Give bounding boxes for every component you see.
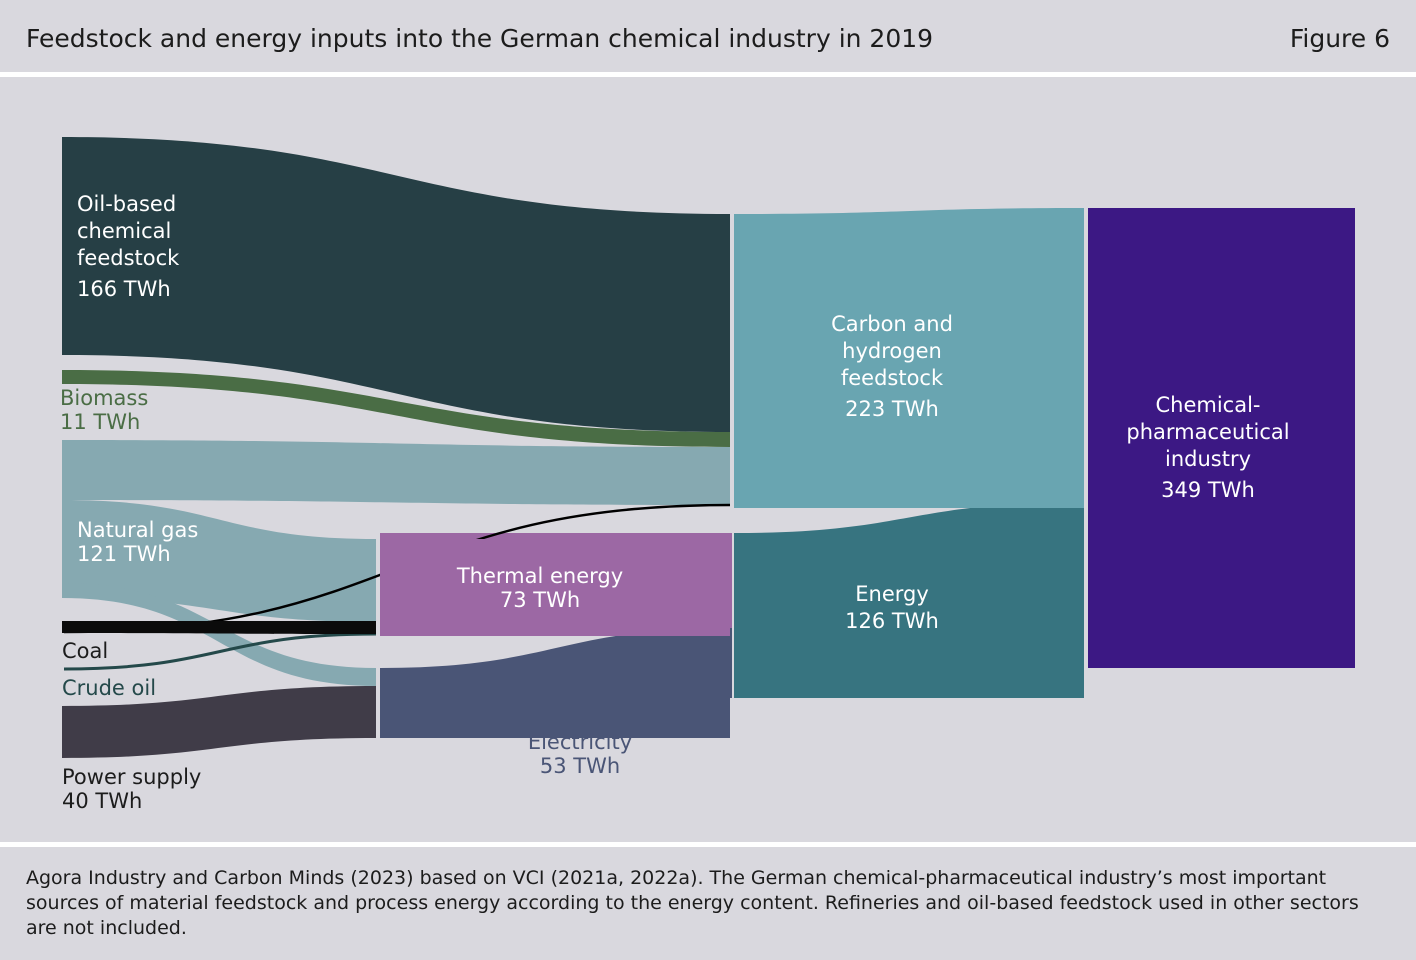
sankey-chart: Oil-based chemical feedstock 166 TWh Biomass… (60, 137, 1355, 813)
node-value-natural-gas: 121 TWh (77, 542, 171, 566)
link-biomass-to-carbon-hydrogen (62, 370, 730, 447)
node-label-carbon-hydrogen-line-2: hydrogen (842, 339, 942, 363)
sankey-chart-area: Oil-based chemical feedstock 166 TWh Biomass… (0, 78, 1416, 842)
node-value-carbon-hydrogen: 223 TWh (845, 397, 939, 421)
node-label-natural-gas: Natural gas (77, 518, 198, 542)
node-bar-thermal (380, 539, 730, 636)
node-value-industry: 349 TWh (1161, 478, 1255, 502)
node-label-thermal: Thermal energy (456, 564, 623, 588)
source-note: Agora Industry and Carbon Minds (2023) b… (26, 867, 1359, 939)
node-value-energy: 126 TWh (845, 609, 939, 633)
chart-title: Feedstock and energy inputs into the Ger… (26, 24, 934, 53)
link-natural-gas-to-thermal (62, 500, 376, 622)
node-value-electricity: 53 TWh (540, 754, 620, 778)
node-label-carbon-hydrogen-line-3: feedstock (841, 366, 944, 390)
node-bar-coal (62, 621, 376, 633)
node-label-crude-oil: Crude oil (62, 676, 156, 700)
node-bar-electricity (380, 668, 730, 738)
node-label-power-supply: Power supply (62, 765, 201, 789)
node-label-oil-line-1: Oil-based (77, 192, 176, 216)
node-label-biomass: Biomass (60, 386, 148, 410)
link-oil-to-carbon-hydrogen (62, 137, 730, 432)
header-divider (0, 72, 1416, 77)
node-label-industry-line-1: Chemical- (1155, 393, 1260, 417)
node-value-biomass: 11 TWh (60, 410, 140, 434)
node-value-thermal: 73 TWh (500, 588, 580, 612)
link-natural-gas-to-electricity (62, 583, 376, 686)
node-label-oil-line-3: feedstock (77, 246, 180, 270)
node-label-coal: Coal (62, 639, 108, 663)
link-crude-oil-to-thermal (63, 632, 377, 671)
link-natural-gas-to-carbon-hydrogen (62, 440, 730, 505)
node-bar-energy (734, 533, 1084, 698)
node-label-industry-line-3: industry (1165, 447, 1251, 471)
node-value-oil: 166 TWh (77, 277, 171, 301)
node-bar-carbon-hydrogen (734, 214, 1084, 508)
figure-label: Figure 6 (1289, 24, 1390, 53)
node-label-carbon-hydrogen-line-1: Carbon and (831, 312, 953, 336)
node-label-energy: Energy (855, 582, 929, 606)
link-power-supply-to-electricity (62, 686, 376, 758)
chart-header: Feedstock and energy inputs into the Ger… (0, 0, 1416, 72)
node-value-power-supply: 40 TWh (62, 789, 142, 813)
footer-divider (0, 842, 1416, 847)
node-label-electricity: Electricity (528, 730, 632, 754)
node-label-oil-line-2: chemical (77, 219, 171, 243)
node-bar-industry (1088, 208, 1355, 668)
node-label-industry-line-2: pharmaceutical (1126, 420, 1289, 444)
